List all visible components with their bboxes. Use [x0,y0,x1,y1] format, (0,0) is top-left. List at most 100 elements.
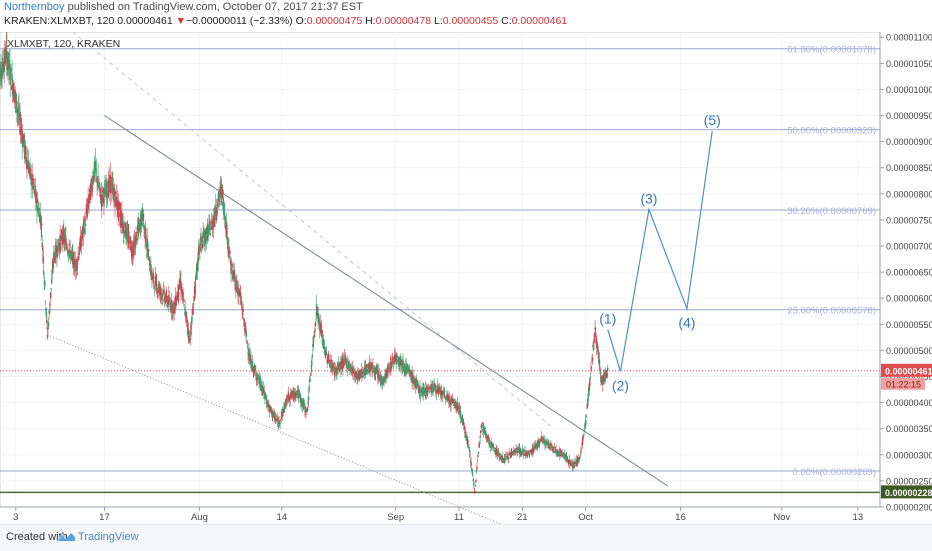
candle-body [586,417,587,418]
candle-body [485,431,486,435]
candle-body [326,354,327,355]
support-label: 0.00000228 [885,488,932,498]
candle-body [162,294,163,296]
candle-body [85,223,86,226]
candle-body [539,441,540,443]
tradingview-link[interactable]: TradingView [78,531,139,543]
candle-body [476,472,477,473]
candle-body [43,257,44,264]
price-chart[interactable]: 61.80%(0.00001078)50.00%(0.00000923)38.2… [0,32,932,524]
candle-body [542,444,543,445]
candle-body [500,454,501,455]
chart-legend: XLMXBT, 120, KRAKEN [7,38,120,50]
candle-body [310,373,311,375]
candle-body [305,414,306,415]
last-price: 0.00000461 [117,15,172,27]
y-tick-label: 0.00001000 [886,85,932,95]
low-value: 0.00000455 [443,15,498,27]
wave-label: (2) [612,377,629,393]
candle-body [315,323,316,327]
down-arrow-icon: ▼ [176,15,186,27]
x-tick-label: 13 [853,512,864,523]
candle-body [295,397,296,398]
candle-body [100,188,101,192]
candle-body [479,444,480,445]
candle-body [372,372,373,373]
candle-body [467,440,468,444]
candle-body [453,400,454,401]
candle-body [310,380,311,381]
candle-body [579,459,580,460]
candle-body [184,307,185,309]
candle-body [136,240,137,242]
price-change: −0.00000011 (−2.33%) [186,15,293,27]
candle-body [41,224,42,226]
y-tick-label: 0.00000200 [886,503,932,513]
x-tick-label: Aug [191,512,208,523]
candle-body [423,388,424,390]
ohlc-line: KRAKEN:XLMXBT, 120 0.00000461 ▼−0.000000… [4,15,567,27]
candle-body [34,185,35,187]
candle-body [521,453,522,455]
candle-body [315,319,316,320]
candle-body [178,293,179,295]
open-value: 0.00000475 [307,15,362,27]
candle-body [464,426,465,430]
candle-body [474,488,475,489]
candle-body [193,303,194,305]
close-label: C: [501,15,512,27]
candle-body [242,313,243,315]
y-tick-label: 0.00000550 [886,320,932,330]
x-tick-label: 11 [454,512,464,523]
candle-body [581,449,582,450]
candle-body [144,226,145,227]
candle-body [154,289,155,290]
y-tick-label: 0.00000950 [886,111,932,121]
high-label: H: [365,15,376,27]
candle-body [397,356,398,357]
candle-body [143,213,144,221]
candle-body [460,416,461,418]
candle-body [153,273,154,282]
candle-body [130,241,131,243]
candle-body [129,237,130,238]
candle-body [489,441,490,442]
wave-label: (4) [678,315,695,331]
x-tick-label: 16 [675,512,686,523]
candle-body [473,482,474,486]
candle-body [202,244,203,248]
candle-body [588,393,589,400]
candle-body [235,277,236,278]
x-tick-label: Oct [578,512,593,523]
author-link[interactable]: Northernboy [4,1,65,13]
candle-body [585,421,586,422]
candle-body [78,257,79,260]
candle-body [33,178,34,185]
candle-body [505,459,506,460]
candle-body [436,394,437,395]
candle-body [243,310,244,312]
candle-body [84,228,85,233]
symbol: KRAKEN:XLMXBT, 120 [4,15,114,27]
candle-body [224,215,225,220]
candle-body [81,242,82,247]
candle-body [505,456,506,457]
candle-body [607,373,608,376]
candle-body [49,309,50,314]
candle-body [308,397,309,400]
candle-body [136,232,137,233]
candle-body [372,365,373,366]
candle-body [246,332,247,337]
x-tick-label: Sep [387,512,404,523]
candle-body [580,455,581,456]
candle-body [429,391,430,393]
candle-body [45,301,46,302]
candle-body [217,210,218,213]
candle-body [366,364,367,367]
candle-body [227,237,228,246]
y-tick-label: 0.00000300 [886,450,932,460]
y-tick-label: 0.00000500 [886,346,932,356]
candle-body [475,486,476,487]
candle-body [493,447,494,448]
candle-body [308,386,309,392]
